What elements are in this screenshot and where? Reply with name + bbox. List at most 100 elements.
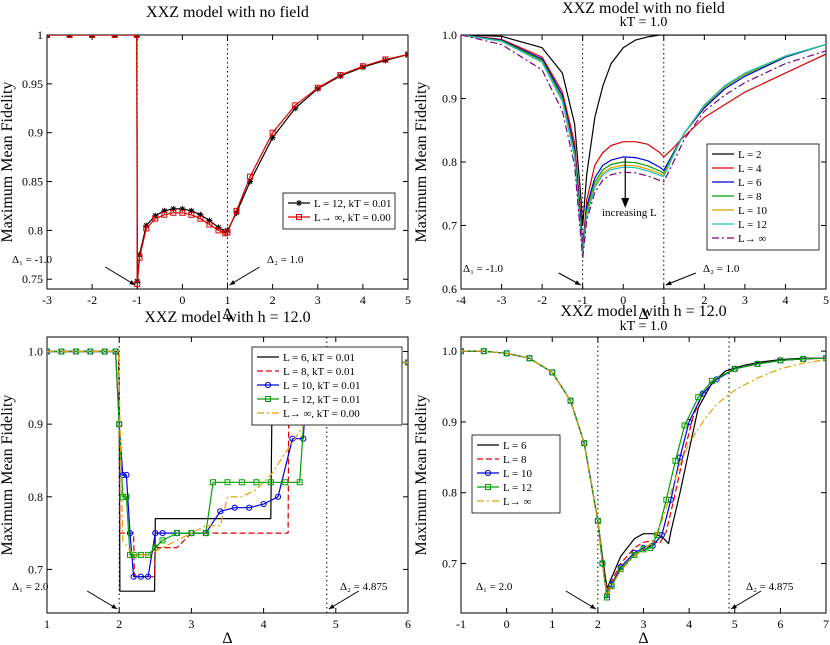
- data-point: [260, 500, 267, 508]
- x-axis-label: Δ: [222, 630, 232, 645]
- annotation-arrow: [565, 590, 597, 610]
- x-tick-label: 1: [661, 293, 667, 307]
- x-tick-label: -1: [456, 617, 466, 631]
- data-point: [170, 209, 177, 216]
- data-point: [161, 207, 168, 214]
- data-point: [695, 394, 702, 401]
- legend-entry: L→ ∞: [503, 496, 531, 508]
- legend-entry: L = 12: [503, 482, 532, 494]
- series-line-1: [461, 35, 826, 227]
- data-point: [658, 532, 665, 539]
- data-point: [136, 254, 143, 261]
- y-tick-label: 0.9: [442, 415, 457, 429]
- annotation-arrow: [730, 590, 762, 610]
- x-tick-label: 5: [333, 617, 339, 631]
- data-point: [111, 35, 118, 38]
- x-tick-label: 4: [782, 293, 788, 307]
- y-tick-label: 0.8: [28, 490, 43, 504]
- x-tick-label: 6: [777, 617, 783, 631]
- y-tick-label: 0.8: [442, 486, 457, 500]
- series-line-2: [47, 35, 408, 285]
- data-point: [188, 207, 195, 214]
- legend-entry: L = 6, kT = 0.01: [283, 352, 355, 364]
- data-point: [647, 544, 654, 551]
- plot-area: [461, 35, 826, 260]
- plot-area: [47, 35, 408, 288]
- data-point: [179, 205, 186, 212]
- data-point: [405, 51, 408, 58]
- data-point: [159, 530, 166, 537]
- data-point: [161, 211, 168, 218]
- annotation-arrowhead: [574, 280, 581, 285]
- x-axis-label: Δ: [222, 306, 232, 323]
- data-point: [314, 84, 321, 91]
- chart-title: XXZ model with h = 12.0: [560, 303, 726, 320]
- data-point: [708, 377, 715, 384]
- legend-box: [706, 143, 820, 251]
- x-axis-label: Δ: [638, 630, 648, 645]
- annotation-arrowhead: [229, 280, 236, 285]
- chart-panel-3: XXZ model with h = 12.0 1 2 3 4 5 6 0.7 0.8 0.9 1.…: [0, 309, 411, 645]
- chart-title: XXZ model with no field: [146, 4, 309, 21]
- data-point: [681, 422, 688, 429]
- y-tick-label: 0.7: [442, 219, 457, 233]
- x-tick-label: 3: [742, 293, 748, 307]
- chart-panel-1: XXZ model with no field -3 -2 -1 0 1 2 3 4 5 0.75 0…: [0, 4, 411, 323]
- annotation-text: Δ₂ = 4.875: [746, 581, 794, 593]
- data-point: [197, 211, 204, 218]
- plot-frame: [46, 336, 409, 614]
- chart-panel-4: XXZ model with h = 12.0kT = 1.0 -1 0 1 2 3 4 5 6…: [413, 303, 829, 645]
- annotation-arrowhead: [621, 198, 630, 208]
- y-tick-label: 0.95: [22, 77, 43, 91]
- data-point: [359, 63, 366, 70]
- legend-box: [282, 192, 396, 230]
- x-tick-label: 4: [686, 617, 692, 631]
- legend-entry: L = 8, kT = 0.01: [283, 366, 355, 378]
- data-point: [206, 217, 213, 224]
- y-tick-label: 1.0: [442, 28, 457, 42]
- x-tick-label: -1: [578, 293, 588, 307]
- data-point: [134, 281, 141, 288]
- annotation-arrowhead: [665, 280, 672, 286]
- y-axis-label: Maximum Mean Fidelity: [413, 395, 430, 556]
- data-point: [667, 496, 674, 503]
- legend-entry: L→ ∞, kT = 0.00: [314, 212, 391, 224]
- x-tick-label: 2: [595, 617, 601, 631]
- data-point: [247, 173, 254, 180]
- data-point: [676, 454, 684, 461]
- annotation-arrowhead: [731, 604, 737, 609]
- series-line-7: [461, 35, 826, 260]
- data-point: [188, 530, 195, 537]
- legend-box: [251, 346, 403, 426]
- data-point: [754, 360, 761, 367]
- annotation-text: Δ₂ = 1.0: [267, 254, 304, 266]
- annotation-text: Δ₂ = 1.0: [703, 263, 740, 275]
- x-tick-label: 3: [641, 617, 647, 631]
- data-point: [233, 209, 240, 216]
- legend-entry: L = 2: [738, 149, 762, 161]
- annotation-arrow: [86, 590, 118, 610]
- data-point: [215, 227, 222, 234]
- annotation-text: Δ₂ = 4.875: [340, 581, 388, 593]
- legend-entry: L→ ∞, kT = 0.00: [283, 408, 360, 420]
- data-point: [608, 583, 615, 590]
- data-point: [179, 209, 186, 216]
- legend-entry: L = 12, kT = 0.01: [283, 394, 361, 406]
- chart-title: XXZ model with no field: [562, 0, 725, 17]
- data-point: [116, 421, 123, 428]
- legend-marker: [296, 200, 302, 206]
- data-point: [217, 508, 224, 515]
- data-point: [143, 225, 150, 232]
- series-line-6: [461, 35, 826, 258]
- data-point: [337, 73, 344, 80]
- x-axis-label: Δ: [638, 306, 648, 323]
- data-point: [238, 479, 245, 486]
- legend-marker: [265, 396, 271, 402]
- data-point: [202, 530, 209, 537]
- x-tick-label: 6: [405, 617, 411, 631]
- x-tick-label: -1: [132, 293, 142, 307]
- x-tick-label: -2: [87, 293, 97, 307]
- data-point: [152, 530, 159, 537]
- y-tick-label: 0.9: [28, 126, 43, 140]
